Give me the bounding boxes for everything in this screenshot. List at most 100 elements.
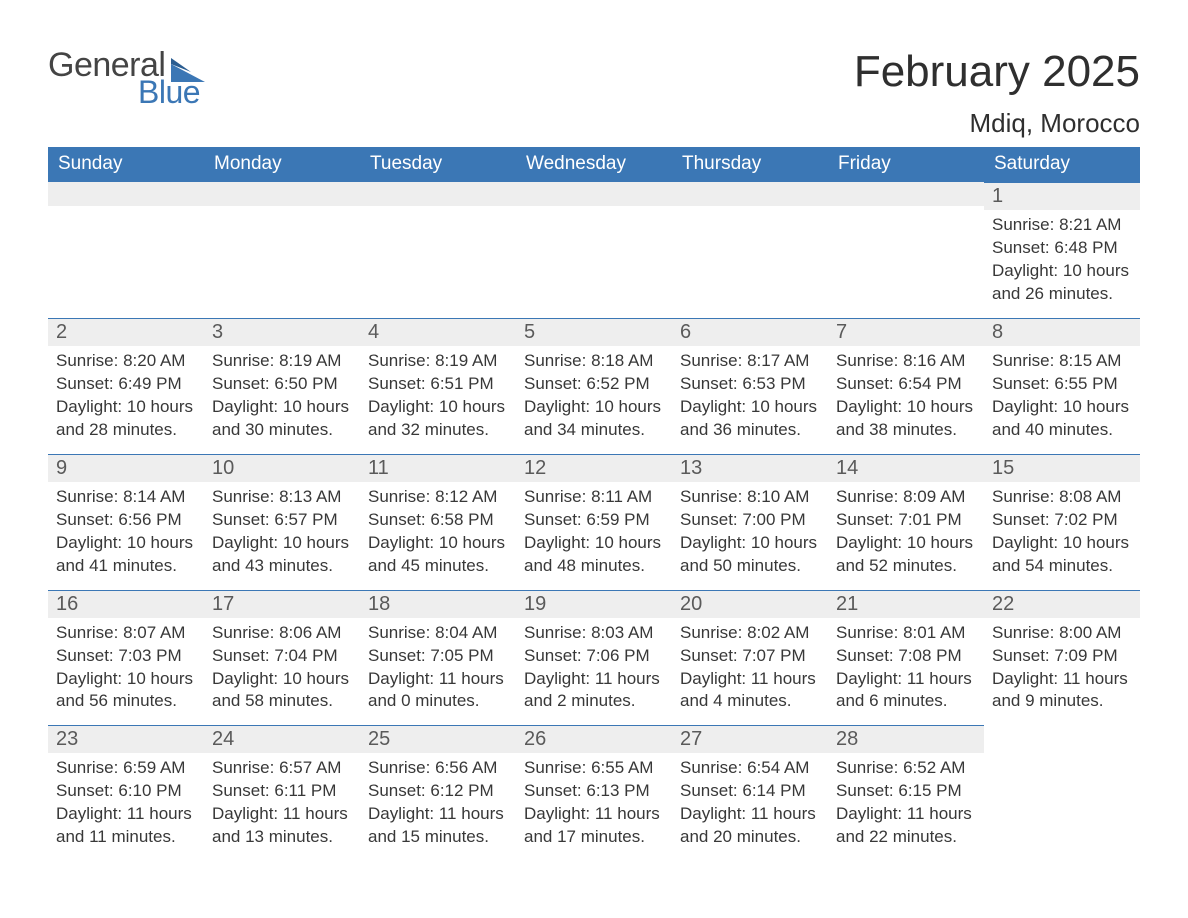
- sunset-line: Sunset: 6:53 PM: [680, 373, 820, 396]
- day-number: 12: [524, 457, 546, 479]
- day-cell: 18Sunrise: 8:04 AMSunset: 7:05 PMDayligh…: [360, 590, 516, 726]
- sunset-line: Sunset: 6:15 PM: [836, 780, 976, 803]
- empty-leading-stripe: [828, 182, 984, 206]
- calendar-cell: 23Sunrise: 6:59 AMSunset: 6:10 PMDayligh…: [48, 725, 204, 861]
- day-number-row: 14: [828, 455, 984, 482]
- day-number-row: 17: [204, 591, 360, 618]
- day-data: Sunrise: 6:55 AMSunset: 6:13 PMDaylight:…: [516, 753, 672, 861]
- empty-leading-stripe: [48, 182, 204, 206]
- day-number-row: 9: [48, 455, 204, 482]
- daylight-line: Daylight: 11 hours and 13 minutes.: [212, 803, 352, 849]
- calendar-cell: 24Sunrise: 6:57 AMSunset: 6:11 PMDayligh…: [204, 725, 360, 861]
- calendar-cell: 15Sunrise: 8:08 AMSunset: 7:02 PMDayligh…: [984, 454, 1140, 590]
- calendar-cell: 19Sunrise: 8:03 AMSunset: 7:06 PMDayligh…: [516, 590, 672, 726]
- sunrise-line: Sunrise: 6:56 AM: [368, 757, 508, 780]
- day-number: 20: [680, 593, 702, 615]
- sunrise-line: Sunrise: 8:15 AM: [992, 350, 1132, 373]
- day-number-row: 20: [672, 591, 828, 618]
- day-number: 25: [368, 728, 390, 750]
- day-cell: 6Sunrise: 8:17 AMSunset: 6:53 PMDaylight…: [672, 318, 828, 454]
- day-data: Sunrise: 8:19 AMSunset: 6:50 PMDaylight:…: [204, 346, 360, 454]
- day-cell: 9Sunrise: 8:14 AMSunset: 6:56 PMDaylight…: [48, 454, 204, 590]
- sunrise-line: Sunrise: 8:12 AM: [368, 486, 508, 509]
- sunrise-line: Sunrise: 8:04 AM: [368, 622, 508, 645]
- day-data: Sunrise: 8:06 AMSunset: 7:04 PMDaylight:…: [204, 618, 360, 726]
- day-number: 10: [212, 457, 234, 479]
- day-number: 9: [56, 457, 67, 479]
- weekday-header: Saturday: [984, 147, 1140, 182]
- calendar-cell: 2 Sunrise: 8:20 AMSunset: 6:49 PMDaylight…: [48, 318, 204, 454]
- sunrise-line: Sunrise: 8:20 AM: [56, 350, 196, 373]
- calendar-cell: 25Sunrise: 6:56 AMSunset: 6:12 PMDayligh…: [360, 725, 516, 861]
- sunset-line: Sunset: 6:48 PM: [992, 237, 1132, 260]
- day-number: 24: [212, 728, 234, 750]
- day-cell: 17Sunrise: 8:06 AMSunset: 7:04 PMDayligh…: [204, 590, 360, 726]
- sunrise-line: Sunrise: 8:10 AM: [680, 486, 820, 509]
- calendar-cell: 13Sunrise: 8:10 AMSunset: 7:00 PMDayligh…: [672, 454, 828, 590]
- day-number-row: 16: [48, 591, 204, 618]
- sunrise-line: Sunrise: 8:19 AM: [212, 350, 352, 373]
- sunset-line: Sunset: 6:49 PM: [56, 373, 196, 396]
- empty-leading-stripe: [672, 182, 828, 206]
- weekday-header: Friday: [828, 147, 984, 182]
- calendar-body: 1Sunrise: 8:21 AMSunset: 6:48 PMDaylight…: [48, 182, 1140, 861]
- day-number: 22: [992, 593, 1014, 615]
- calendar-cell: [672, 182, 828, 318]
- day-data: Sunrise: 8:09 AMSunset: 7:01 PMDaylight:…: [828, 482, 984, 590]
- calendar-cell: [516, 182, 672, 318]
- day-number-row: 21: [828, 591, 984, 618]
- calendar-cell: 5Sunrise: 8:18 AMSunset: 6:52 PMDaylight…: [516, 318, 672, 454]
- calendar-cell: 14Sunrise: 8:09 AMSunset: 7:01 PMDayligh…: [828, 454, 984, 590]
- weekday-header: Thursday: [672, 147, 828, 182]
- sunrise-line: Sunrise: 8:02 AM: [680, 622, 820, 645]
- day-cell: 5Sunrise: 8:18 AMSunset: 6:52 PMDaylight…: [516, 318, 672, 454]
- day-data: Sunrise: 8:13 AMSunset: 6:57 PMDaylight:…: [204, 482, 360, 590]
- day-cell: 22Sunrise: 8:00 AMSunset: 7:09 PMDayligh…: [984, 590, 1140, 726]
- day-number: 21: [836, 593, 858, 615]
- day-number: 8: [992, 321, 1003, 343]
- sunset-line: Sunset: 6:58 PM: [368, 509, 508, 532]
- day-number: 2: [56, 321, 67, 343]
- sunrise-line: Sunrise: 8:08 AM: [992, 486, 1132, 509]
- sunrise-line: Sunrise: 8:21 AM: [992, 214, 1132, 237]
- daylight-line: Daylight: 10 hours and 28 minutes.: [56, 396, 196, 442]
- day-cell: 13Sunrise: 8:10 AMSunset: 7:00 PMDayligh…: [672, 454, 828, 590]
- sunset-line: Sunset: 7:05 PM: [368, 645, 508, 668]
- daylight-line: Daylight: 11 hours and 0 minutes.: [368, 668, 508, 714]
- daylight-line: Daylight: 10 hours and 32 minutes.: [368, 396, 508, 442]
- daylight-line: Daylight: 10 hours and 50 minutes.: [680, 532, 820, 578]
- daylight-line: Daylight: 10 hours and 56 minutes.: [56, 668, 196, 714]
- sunrise-line: Sunrise: 8:11 AM: [524, 486, 664, 509]
- day-number: 16: [56, 593, 78, 615]
- day-data: Sunrise: 8:20 AMSunset: 6:49 PMDaylight:…: [48, 346, 204, 454]
- sunrise-line: Sunrise: 6:54 AM: [680, 757, 820, 780]
- day-cell: 20Sunrise: 8:02 AMSunset: 7:07 PMDayligh…: [672, 590, 828, 726]
- daylight-line: Daylight: 10 hours and 52 minutes.: [836, 532, 976, 578]
- calendar-cell: 12Sunrise: 8:11 AMSunset: 6:59 PMDayligh…: [516, 454, 672, 590]
- day-cell: 14Sunrise: 8:09 AMSunset: 7:01 PMDayligh…: [828, 454, 984, 590]
- day-data: Sunrise: 8:16 AMSunset: 6:54 PMDaylight:…: [828, 346, 984, 454]
- daylight-line: Daylight: 10 hours and 36 minutes.: [680, 396, 820, 442]
- calendar-cell: 3Sunrise: 8:19 AMSunset: 6:50 PMDaylight…: [204, 318, 360, 454]
- day-cell: 4Sunrise: 8:19 AMSunset: 6:51 PMDaylight…: [360, 318, 516, 454]
- day-data: Sunrise: 8:10 AMSunset: 7:00 PMDaylight:…: [672, 482, 828, 590]
- sunrise-line: Sunrise: 8:14 AM: [56, 486, 196, 509]
- sunrise-line: Sunrise: 8:07 AM: [56, 622, 196, 645]
- calendar-cell: 8Sunrise: 8:15 AMSunset: 6:55 PMDaylight…: [984, 318, 1140, 454]
- title-block: February 2025 Mdiq, Morocco: [854, 48, 1140, 139]
- day-number: 6: [680, 321, 691, 343]
- sunrise-line: Sunrise: 6:52 AM: [836, 757, 976, 780]
- day-number-row: 2: [48, 319, 204, 346]
- calendar-row: 16Sunrise: 8:07 AMSunset: 7:03 PMDayligh…: [48, 590, 1140, 726]
- weekday-header: Tuesday: [360, 147, 516, 182]
- sunset-line: Sunset: 6:55 PM: [992, 373, 1132, 396]
- calendar-row: 2Sunrise: 8:20 AMSunset: 6:49 PMDaylight…: [48, 318, 1140, 454]
- day-data: Sunrise: 8:08 AMSunset: 7:02 PMDaylight:…: [984, 482, 1140, 590]
- sunset-line: Sunset: 6:50 PM: [212, 373, 352, 396]
- day-cell: 12Sunrise: 8:11 AMSunset: 6:59 PMDayligh…: [516, 454, 672, 590]
- day-cell: 2 Sunrise: 8:20 AMSunset: 6:49 PMDaylight…: [48, 318, 204, 454]
- daylight-line: Daylight: 10 hours and 30 minutes.: [212, 396, 352, 442]
- calendar-page: General Blue February 2025 Mdiq, Morocco…: [0, 0, 1188, 901]
- sunrise-line: Sunrise: 8:06 AM: [212, 622, 352, 645]
- header: General Blue February 2025 Mdiq, Morocco: [48, 48, 1140, 139]
